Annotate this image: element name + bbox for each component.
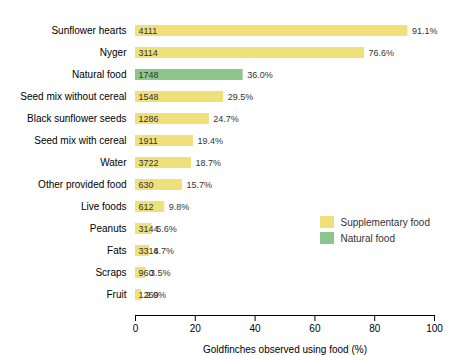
svg-text:Black sunflower seeds: Black sunflower seeds [27,113,127,124]
svg-text:80: 80 [369,323,381,334]
svg-text:Sunflower hearts: Sunflower hearts [51,25,126,36]
svg-text:Seed mix with cereal: Seed mix with cereal [34,135,126,146]
svg-text:91.1%: 91.1% [412,26,438,36]
svg-text:0: 0 [133,323,139,334]
svg-text:4.7%: 4.7% [154,246,175,256]
svg-text:960: 960 [138,267,154,278]
svg-text:Scraps: Scraps [95,267,126,278]
svg-text:1911: 1911 [139,136,158,146]
svg-text:19.4%: 19.4% [198,136,224,146]
html-text:Natural food: Natural food [340,232,395,244]
svg-text:Water: Water [100,157,127,168]
svg-text:3144: 3144 [138,223,159,234]
svg-text:40: 40 [250,323,262,334]
svg-text:Nyger: Nyger [100,47,127,58]
svg-text:Fruit: Fruit [107,289,127,300]
svg-text:1286: 1286 [139,114,159,124]
svg-text:9.8%: 9.8% [169,202,190,212]
svg-text:29.5%: 29.5% [228,92,254,102]
svg-text:1748: 1748 [139,70,159,80]
svg-text:36.0%: 36.0% [247,70,273,80]
svg-text:3316: 3316 [138,245,159,256]
svg-text:3114: 3114 [139,48,158,58]
svg-text:18.7%: 18.7% [195,158,221,168]
svg-text:612: 612 [139,202,154,212]
svg-text:20: 20 [190,323,202,334]
svg-text:60: 60 [309,323,321,334]
svg-text:Other provided food: Other provided food [38,179,126,190]
svg-text:4111: 4111 [139,26,158,36]
svg-text:1548: 1548 [139,92,159,102]
svg-text:24.7%: 24.7% [213,114,239,124]
svg-text:630: 630 [139,180,154,190]
svg-text:Seed mix without cereal: Seed mix without cereal [20,91,126,102]
svg-text:Goldfinches observed using foo: Goldfinches observed using food (%) [203,344,367,355]
svg-text:Fats: Fats [107,245,126,256]
svg-text:100: 100 [426,323,443,334]
svg-text:5.6%: 5.6% [156,224,177,234]
svg-text:2.0%: 2.0% [145,290,166,300]
svg-text:3722: 3722 [139,158,159,168]
svg-text:3.5%: 3.5% [150,268,171,278]
html-text:Supplementary food: Supplementary food [340,216,430,228]
svg-text:76.6%: 76.6% [369,48,395,58]
svg-text:15.7%: 15.7% [186,180,212,190]
svg-text:Live foods: Live foods [81,201,127,212]
svg-text:Natural food: Natural food [72,69,126,80]
svg-text:Peanuts: Peanuts [90,223,127,234]
